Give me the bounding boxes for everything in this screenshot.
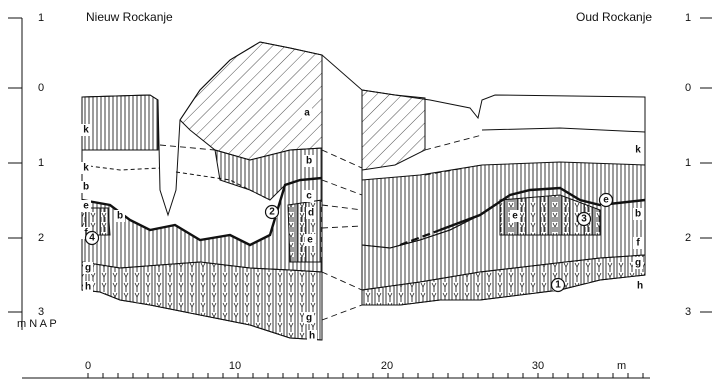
layer-e: [499, 194, 601, 236]
label-bg: [81, 227, 91, 239]
label-bg: [115, 210, 125, 222]
layer-label: b: [635, 209, 641, 220]
axis-label: 2: [38, 232, 44, 244]
marker-ring: [84, 230, 100, 246]
layer-label: b: [83, 182, 89, 193]
correlation-lines: [159, 54, 483, 321]
marker-ring: [264, 204, 280, 220]
label-bg: [81, 181, 91, 193]
layer-label: e: [307, 235, 313, 246]
axis-unit: m: [617, 360, 626, 372]
marker: 4: [89, 233, 95, 244]
left-section: [81, 41, 323, 341]
axis-label: 1: [38, 12, 44, 24]
boundary: [81, 164, 271, 201]
layer-label: a: [304, 108, 310, 119]
label-bg: [635, 280, 645, 292]
layer-label: h: [85, 282, 91, 293]
label-bg: [305, 234, 315, 246]
axis-label: 30: [532, 360, 544, 372]
layer-label: g: [306, 313, 312, 324]
layer-label: c: [306, 191, 312, 202]
axis-label: 0: [685, 82, 691, 94]
label-bg: [633, 237, 643, 249]
label-bg: [304, 312, 314, 324]
right-section: [361, 89, 646, 306]
axis-label: 3: [685, 306, 691, 318]
label-bg: [633, 208, 643, 220]
axis-unit: m N A P: [17, 318, 57, 330]
marker: 1: [555, 280, 561, 291]
label-bg: [81, 162, 91, 174]
layer-label: e: [512, 211, 518, 222]
marker-ring: [598, 192, 614, 208]
axis-label: 20: [381, 360, 393, 372]
layer-a: [179, 41, 323, 161]
label-bg: [307, 330, 317, 342]
layer-e: [287, 199, 323, 263]
layer-label: g: [85, 263, 91, 274]
axis-label: 3: [38, 306, 44, 318]
layer-label: b: [306, 156, 312, 167]
marker: 2: [269, 207, 275, 218]
label-bg: [633, 144, 643, 156]
layer-label: k: [83, 163, 89, 174]
axis-label: 1: [685, 157, 691, 169]
marker-ring: [576, 211, 592, 227]
layer-label: e: [83, 201, 89, 212]
site-label: Nieuw Rockanje: [86, 10, 173, 24]
line: [399, 228, 441, 247]
layer-g: [361, 254, 646, 306]
layer-label: f: [636, 238, 640, 249]
layer-label: b: [117, 211, 123, 222]
line: [159, 134, 483, 321]
axis-label: 1: [685, 12, 691, 24]
label-bg: [633, 257, 643, 269]
label-bg: [304, 155, 314, 167]
label-bg: [306, 207, 316, 219]
layer-g: [81, 261, 323, 341]
axis-label: 2: [685, 232, 691, 244]
marker-ring: [550, 277, 566, 293]
layer-label: g: [635, 258, 641, 269]
axis-label: 0: [38, 82, 44, 94]
label-bg: [83, 281, 93, 293]
label-bg: [81, 124, 91, 136]
boundary: [439, 186, 646, 232]
layer-label: k: [83, 125, 89, 136]
line: [321, 54, 363, 91]
label-bg: [81, 200, 91, 212]
marker: e: [603, 195, 609, 206]
axis-label: 0: [85, 360, 91, 372]
axes: [21, 18, 650, 379]
layer-label: k: [635, 145, 641, 156]
label-bg: [304, 190, 314, 202]
label-bg: [510, 210, 520, 222]
axis-label: 10: [229, 360, 241, 372]
layer-label: f: [84, 228, 88, 239]
layer-k: [81, 94, 159, 151]
axis-label: 1: [38, 157, 44, 169]
label-bg: [83, 262, 93, 274]
label-bg: [302, 107, 312, 119]
layer-k: [481, 127, 646, 133]
site-label: Oud Rockanje: [576, 10, 652, 24]
layer-label: d: [308, 208, 314, 219]
layer-label: h: [637, 281, 643, 292]
boundary: [81, 176, 323, 247]
marker: 3: [581, 214, 587, 225]
layer-label: h: [309, 331, 315, 342]
